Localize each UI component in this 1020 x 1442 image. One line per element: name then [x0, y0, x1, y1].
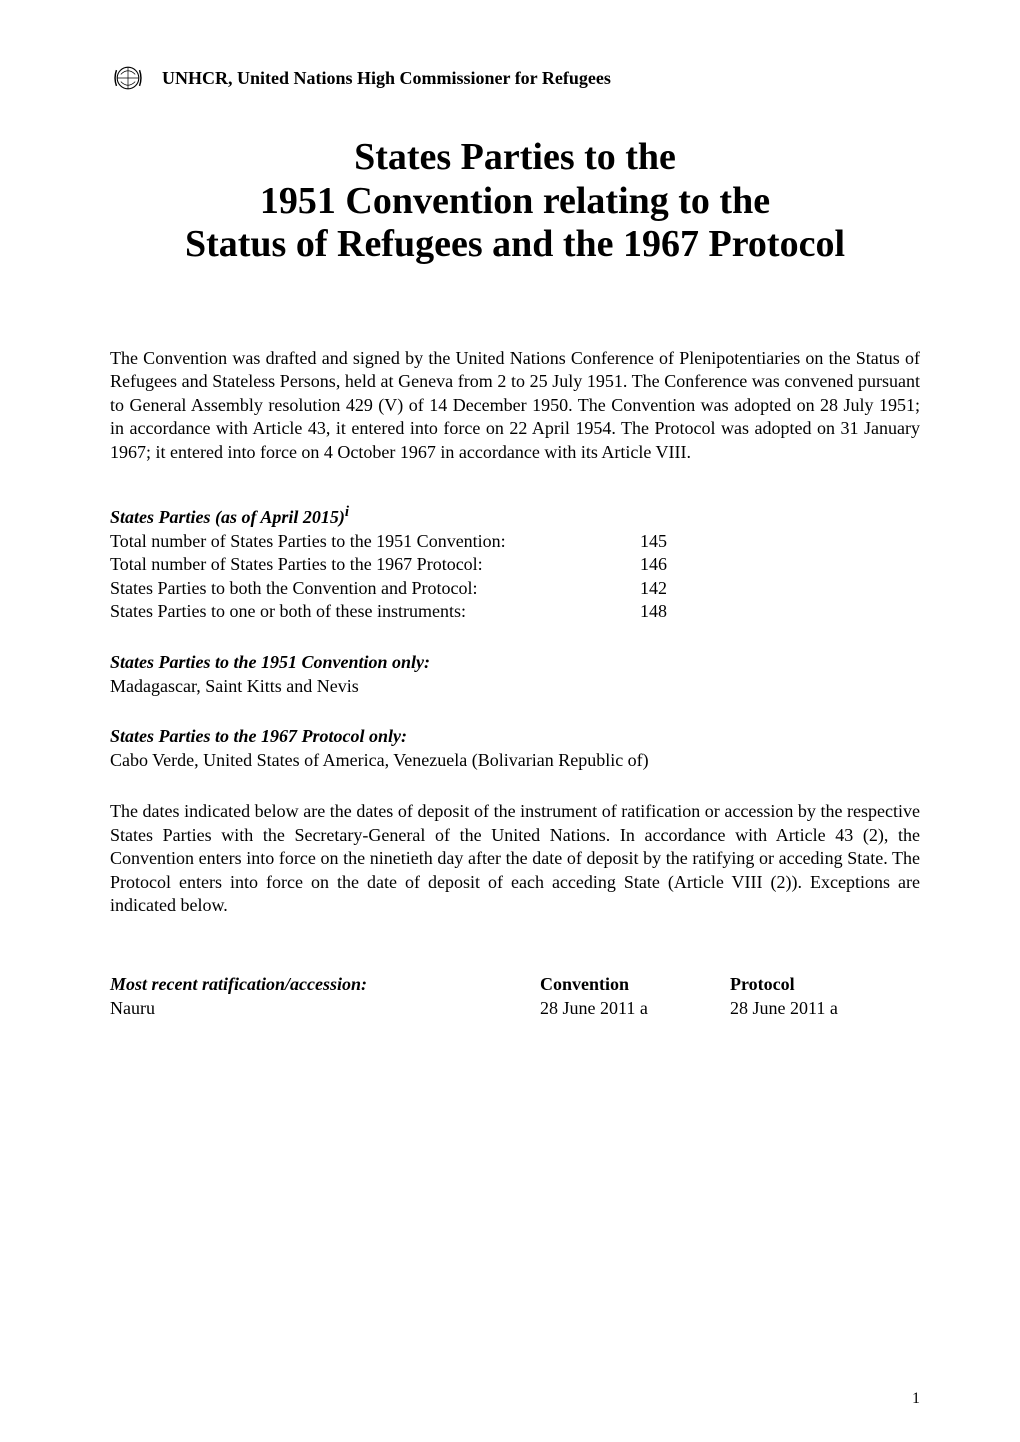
- protocol-only-heading: States Parties to the 1967 Protocol only…: [110, 726, 920, 747]
- stats-value: 142: [640, 577, 667, 600]
- stats-label: States Parties to one or both of these i…: [110, 600, 640, 623]
- stats-section: States Parties (as of April 2015)i Total…: [110, 504, 920, 624]
- document-header: UNHCR, United Nations High Commissioner …: [110, 60, 920, 96]
- protocol-only-text: Cabo Verde, United States of America, Ve…: [110, 749, 920, 772]
- title-text: States Parties to the 1951 Convention re…: [185, 136, 845, 265]
- footnote-marker: i: [345, 504, 349, 520]
- stats-row: States Parties to both the Convention an…: [110, 577, 920, 600]
- protocol-only-section: States Parties to the 1967 Protocol only…: [110, 726, 920, 772]
- stats-row: Total number of States Parties to the 19…: [110, 553, 920, 576]
- recent-ratification-section: Most recent ratification/accession: Conv…: [110, 973, 920, 1020]
- stats-value: 146: [640, 553, 667, 576]
- stats-label: Total number of States Parties to the 19…: [110, 530, 640, 553]
- org-name: UNHCR, United Nations High Commissioner …: [162, 68, 611, 89]
- convention-only-text: Madagascar, Saint Kitts and Nevis: [110, 675, 920, 698]
- recent-country: Nauru: [110, 997, 540, 1020]
- convention-only-heading: States Parties to the 1951 Convention on…: [110, 652, 920, 673]
- recent-protocol-date: 28 June 2011 a: [730, 997, 838, 1020]
- recent-convention-date: 28 June 2011 a: [540, 997, 730, 1020]
- stats-value: 148: [640, 600, 667, 623]
- explanation-paragraph: The dates indicated below are the dates …: [110, 800, 920, 917]
- document-title: States Parties to the 1951 Convention re…: [130, 136, 900, 267]
- convention-column-header: Convention: [540, 973, 730, 996]
- protocol-column-header: Protocol: [730, 973, 795, 996]
- convention-only-section: States Parties to the 1951 Convention on…: [110, 652, 920, 698]
- stats-heading: States Parties (as of April 2015)i: [110, 504, 920, 528]
- page-number: 1: [912, 1390, 920, 1408]
- recent-data-row: Nauru 28 June 2011 a 28 June 2011 a: [110, 997, 920, 1020]
- unhcr-logo-icon: [110, 60, 146, 96]
- stats-row: Total number of States Parties to the 19…: [110, 530, 920, 553]
- intro-paragraph: The Convention was drafted and signed by…: [110, 347, 920, 464]
- stats-heading-text: States Parties (as of April 2015): [110, 507, 345, 527]
- recent-label: Most recent ratification/accession:: [110, 973, 540, 996]
- stats-label: States Parties to both the Convention an…: [110, 577, 640, 600]
- recent-header-row: Most recent ratification/accession: Conv…: [110, 973, 920, 996]
- stats-value: 145: [640, 530, 667, 553]
- stats-label: Total number of States Parties to the 19…: [110, 553, 640, 576]
- stats-row: States Parties to one or both of these i…: [110, 600, 920, 623]
